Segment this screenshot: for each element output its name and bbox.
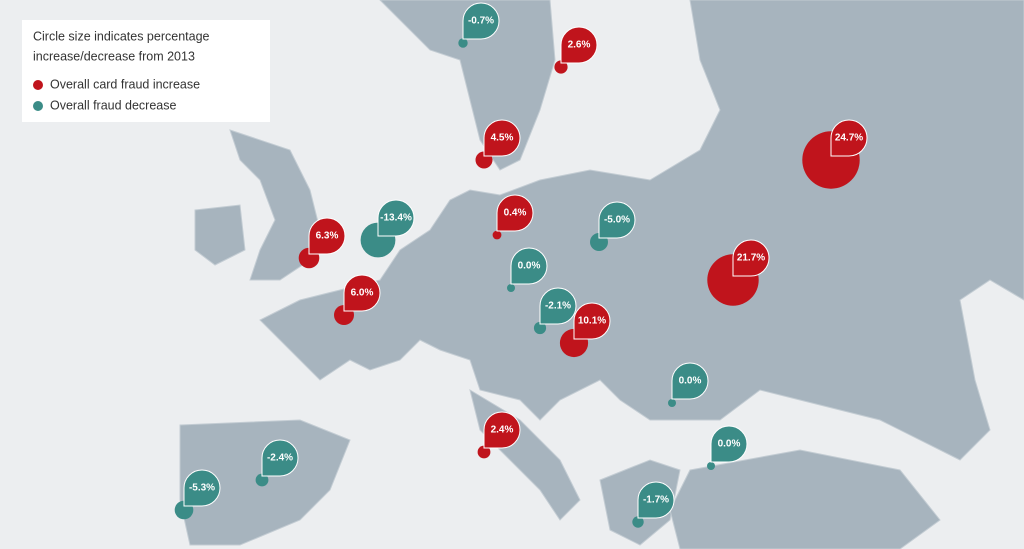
marker-circle [707,462,715,470]
marker-bubble [732,239,770,277]
marker-label: -2.4% [267,453,293,464]
marker-circle [507,284,515,292]
legend-title: increase/decrease from 2013 [33,49,195,63]
marker-label: 0.0% [518,261,541,272]
marker-label: -5.3% [189,483,215,494]
legend-label: Overall card fraud increase [50,77,200,91]
marker-bubble [496,194,534,232]
markers: 2.6% 4.5% 24.7% 0.4% 6.3% 21.7% 6.0% 10.1% 2.4% -… [174,2,868,528]
marker-label: 6.0% [351,288,374,299]
marker-bubble [539,287,577,325]
marker-circle [255,473,269,487]
marker-bubble [343,274,381,312]
marker-bubble [377,199,415,237]
marker-circle [492,230,502,240]
marker-bubble [510,247,548,285]
marker-label: 4.5% [491,133,514,144]
marker-bubble [598,201,636,239]
legend-label: Overall fraud decrease [50,98,177,112]
marker-label: -0.7% [468,16,494,27]
marker-bubble [637,481,675,519]
marker-bubble [483,411,521,449]
marker-circle [554,60,568,74]
marker-label: -5.0% [604,215,630,226]
marker-bubble [308,217,346,255]
marker-label: -13.4% [380,213,412,224]
legend-box [22,20,270,122]
marker-bubble [830,119,868,157]
marker-bubble [261,439,299,477]
marker-circle [477,445,491,459]
marker-bubble [560,26,598,64]
marker-label: 21.7% [737,253,765,264]
marker-label: -1.7% [643,495,669,506]
marker-circle [632,516,644,528]
marker-bubble [710,425,748,463]
marker-label: 6.3% [316,231,339,242]
legend: Overall card fraud increase Overall fraud… [33,77,200,112]
marker-label: 24.7% [835,133,863,144]
marker-label: 10.1% [578,316,606,327]
marker-label: 0.0% [679,376,702,387]
marker-label: 0.4% [504,208,527,219]
marker-bubble [183,469,221,507]
marker-label: 2.6% [568,40,591,51]
legend-swatch [33,101,43,111]
marker-label: 2.4% [491,425,514,436]
marker-bubble [483,119,521,157]
marker-bubble [671,362,709,400]
legend-swatch [33,80,43,90]
marker-circle [533,321,547,335]
marker-label: -2.1% [545,301,571,312]
marker-circle [458,38,468,48]
marker-bubble [462,2,500,40]
marker-label: 0.0% [718,439,741,450]
legend-title: Circle size indicates percentage [33,29,210,43]
marker-bubble [573,302,611,340]
marker-circle [668,399,676,407]
